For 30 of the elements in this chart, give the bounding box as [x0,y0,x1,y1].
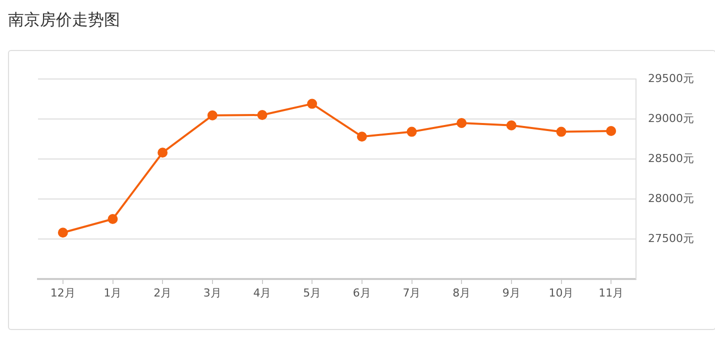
x-tick-label: 9月 [502,286,520,300]
chart-title: 南京房价走势图 [8,10,120,31]
point [456,118,467,128]
point [58,228,68,238]
point [356,132,367,142]
y-tick-label: 29500元 [648,72,694,85]
point [207,110,218,120]
point [506,120,516,130]
x-tick-label: 3月 [203,286,222,300]
x-tick-label: 6月 [352,286,371,300]
y-tick-label: 28000元 [648,192,694,205]
point [606,126,616,136]
x-tick-label: 8月 [452,286,471,300]
x-tick-label: 1月 [104,286,122,300]
y-tick-label: 27500元 [648,232,694,245]
x-tick-label: 4月 [253,286,272,300]
y-tick-label: 29000元 [648,112,694,125]
point [108,214,118,224]
x-tick-label: 10月 [548,286,574,300]
x-tick-label: 7月 [402,286,421,300]
x-tick-label: 5月 [303,286,322,300]
x-tick-label: 11月 [598,286,624,300]
point [556,126,566,137]
x-tick-label: 2月 [154,286,172,300]
y-tick-label: 28500元 [648,152,694,165]
point [257,110,268,120]
point [158,148,168,158]
point [406,126,417,137]
x-tick-label: 12月 [50,286,76,300]
point [307,98,318,109]
